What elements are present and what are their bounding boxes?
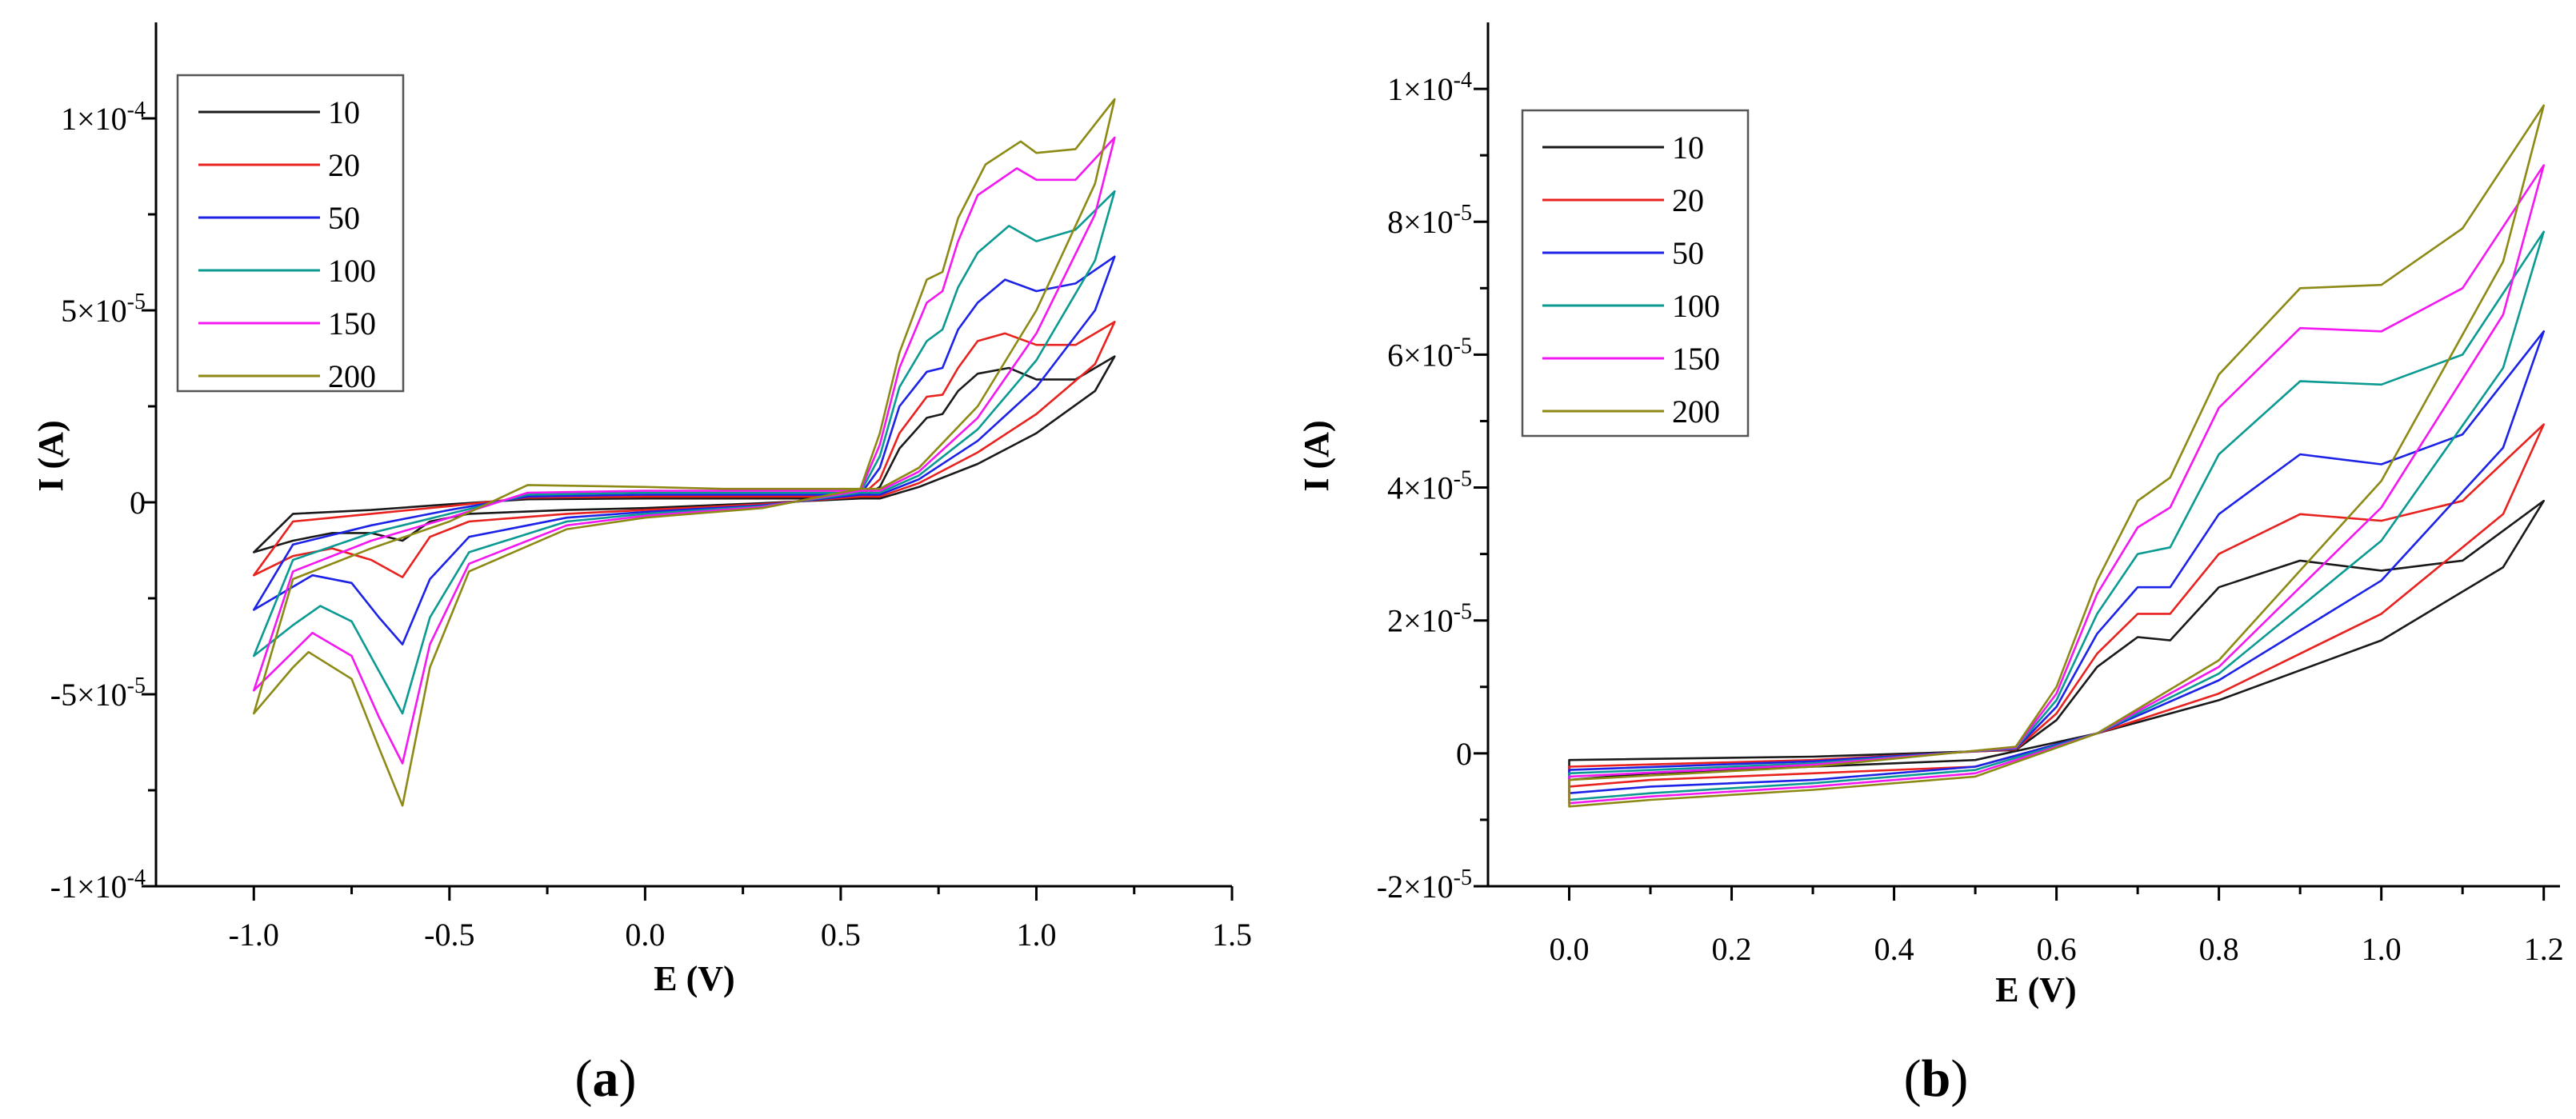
y-tick-exponent: -5 [127,673,146,698]
panel-b-x-tick-labels: 0.0 0.2 0.4 0.6 0.8 1.0 1.2 [1550,931,2564,967]
y-tick-mantissa: 0 [1456,736,1472,772]
panel-b-x-tick-label: 0.8 [2199,931,2239,967]
panel-a-y-axis-title: I (A) [31,420,70,491]
panel-a-legend: 10 20 50 100 150 200 [176,74,405,394]
y-tick-exponent: -4 [127,98,146,122]
y-tick-exponent: -5 [1454,865,1472,890]
panel-b-curves [1568,104,2545,808]
y-tick-exponent: -4 [1454,68,1472,93]
panel-b-series-20 [1568,423,2545,788]
panel-a-x-tick-label: 1.0 [1016,917,1056,953]
y-tick-exponent: -5 [1454,334,1472,358]
panel-b-legend-label-200: 200 [1672,394,1720,430]
panel-b-legend-label-20: 20 [1672,182,1704,218]
panel-a-y-tick-labels: -1×10-4-5×10-505×10-51×10-4 [50,98,146,905]
panel-a-y-tick-label: 5×10-5 [61,290,146,329]
chart-panel-a: -1.0 -0.5 0.0 0.5 1.0 1.5 -1×10-4-5×10-505×10… [31,22,1252,1108]
y-tick-exponent: -5 [1454,201,1472,226]
y-tick-mantissa: 4×10 [1387,470,1454,506]
panel-a-legend-box [176,74,405,393]
panel-b-y-tick-labels: -2×10-502×10-54×10-56×10-58×10-51×10-4 [1377,68,1472,905]
panel-a-curves [253,98,1116,807]
panel-b-y-tick-label: 1×10-4 [1387,68,1472,107]
panel-b-series-100 [1568,230,2545,801]
panel-a-x-axis-title: E (V) [654,959,734,998]
panel-a-y-tick-label: 1×10-4 [61,98,146,137]
panel-a-label-close-paren: ) [619,1049,637,1108]
panel-b-series-50 [1568,330,2545,794]
y-tick-mantissa: -2×10 [1377,869,1454,905]
panel-b-legend-label-100: 100 [1672,288,1720,324]
panel-b-label-open-paren: ( [1904,1049,1922,1108]
y-tick-exponent: -5 [1454,600,1472,625]
panel-a-series-20 [253,321,1116,578]
panel-b-label-letter: b [1922,1049,1951,1108]
panel-b-legend-box [1521,109,1750,438]
panel-b-y-tick-label: 2×10-5 [1387,600,1472,639]
panel-a-series-150 [253,136,1116,765]
panel-b-x-tick-label: 0.0 [1550,931,1590,967]
panel-a-label-open-paren: ( [575,1049,593,1108]
y-tick-exponent: -5 [127,290,146,314]
y-tick-exponent: -4 [127,865,146,890]
panel-b-ticks [1474,87,2546,901]
panel-b-y-tick-label: 4×10-5 [1387,467,1472,506]
y-tick-mantissa: 0 [130,485,146,521]
panel-b-x-tick-label: 1.2 [2524,931,2564,967]
panel-b-y-axis-title: I (A) [1297,420,1336,491]
panel-b-legend: 10 20 50 100 150 200 [1521,109,1750,438]
panel-a-y-tick-label: -1×10-4 [50,865,146,905]
y-tick-mantissa: 6×10 [1387,337,1454,373]
y-tick-mantissa: -5×10 [50,677,127,713]
panel-a-x-tick-label: 1.5 [1212,917,1252,953]
panel-a-x-tick-label: 0.0 [625,917,665,953]
panel-b-x-tick-label: 0.4 [1874,931,1914,967]
panel-a-series-50 [253,255,1116,645]
panel-b-x-tick-label: 0.6 [2037,931,2077,967]
panel-b-y-tick-label: 6×10-5 [1387,334,1472,373]
panel-a-y-tick-label: -5×10-5 [50,673,146,713]
panel-b-legend-label-150: 150 [1672,341,1720,377]
panel-b-series-200 [1568,104,2545,808]
panel-a-legend-label-10: 10 [328,94,360,130]
y-tick-mantissa: 1×10 [61,101,127,137]
panel-b-series-10 [1568,499,2545,781]
panel-a-y-tick-label: 0 [130,485,146,521]
panel-b-y-tick-label: -2×10-5 [1377,865,1472,905]
panel-a-legend-label-150: 150 [328,306,376,342]
panel-b-label: (b) [1904,1049,1969,1108]
panel-a-ticks [142,117,1234,901]
panel-a-x-tick-label: 0.5 [821,917,861,953]
panel-a-series-100 [253,190,1116,715]
y-tick-mantissa: 8×10 [1387,204,1454,240]
y-tick-mantissa: 5×10 [61,293,127,329]
panel-a-legend-label-100: 100 [328,253,376,289]
panel-b-series-150 [1568,164,2545,805]
panel-a-legend-label-200: 200 [328,358,376,394]
panel-b-legend-label-10: 10 [1672,130,1704,166]
panel-a-label-letter: a [593,1049,619,1108]
y-tick-mantissa: 2×10 [1387,603,1454,639]
panel-a-series-200 [253,98,1116,807]
panel-a-x-tick-label: -0.5 [424,917,474,953]
panel-b-y-tick-label: 0 [1456,736,1472,772]
panel-a-x-tick-label: -1.0 [229,917,279,953]
chart-panel-b: 0.0 0.2 0.4 0.6 0.8 1.0 1.2 -2×10-502×10-54×10… [1297,22,2564,1108]
y-tick-exponent: -5 [1454,467,1472,492]
y-tick-mantissa: -1×10 [50,869,127,905]
y-tick-mantissa: 1×10 [1387,71,1454,107]
panel-b-x-tick-label: 1.0 [2362,931,2402,967]
panel-b-y-tick-label: 8×10-5 [1387,201,1472,240]
panel-a-legend-label-20: 20 [328,147,360,183]
panel-a-legend-label-50: 50 [328,200,360,236]
panel-b-legend-label-50: 50 [1672,235,1704,271]
panel-b-x-axis-title: E (V) [1995,970,2076,1009]
panel-b-label-close-paren: ) [1950,1049,1968,1108]
panel-a-x-tick-labels: -1.0 -0.5 0.0 0.5 1.0 1.5 [229,917,1252,953]
panel-b-x-tick-label: 0.2 [1712,931,1752,967]
panel-a-label: (a) [575,1049,637,1108]
